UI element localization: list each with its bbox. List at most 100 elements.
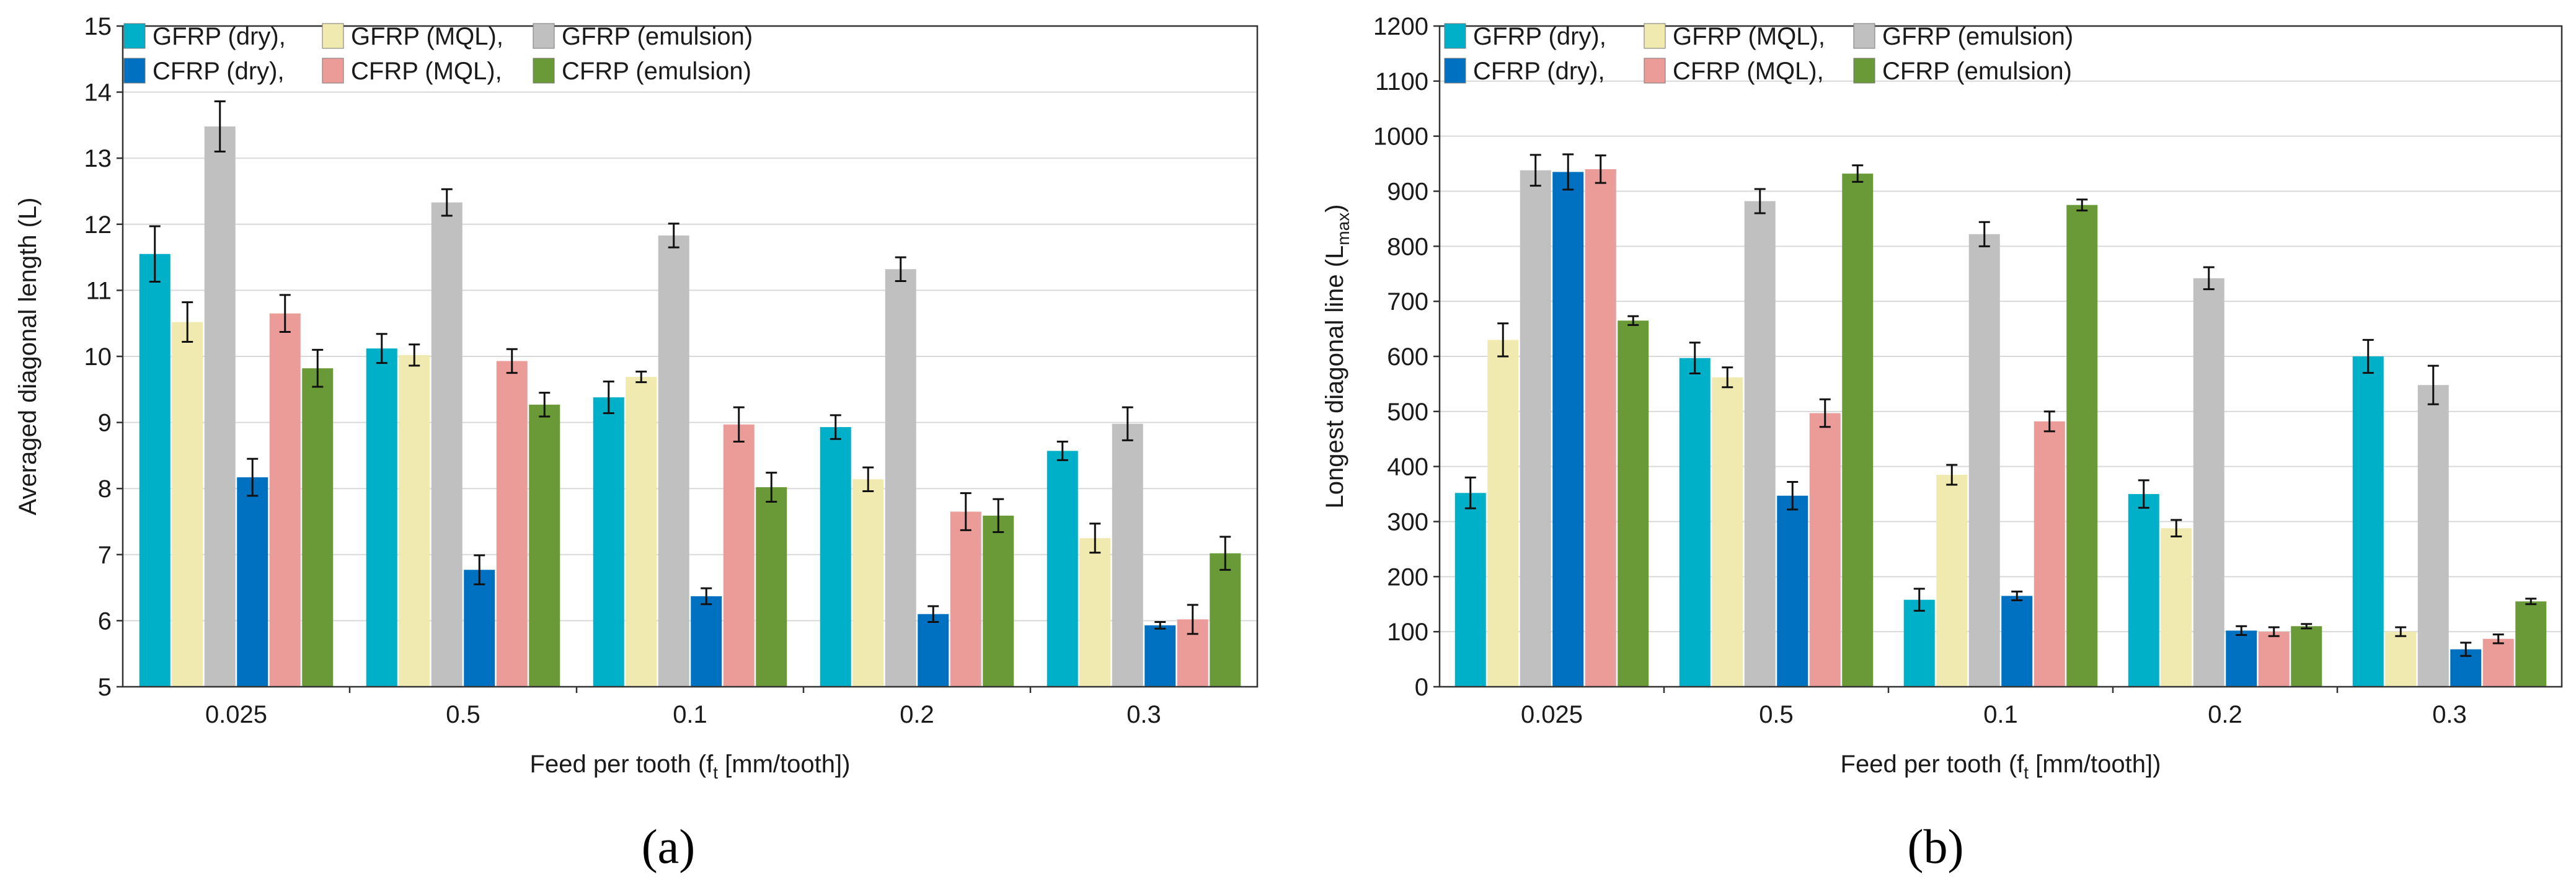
bar (2515, 601, 2546, 687)
bar (139, 254, 170, 687)
legend-label: CFRP (dry), (1473, 58, 1605, 85)
bar (172, 322, 203, 687)
y-tick-label: 7 (98, 542, 112, 569)
legend-swatch (533, 58, 554, 83)
bar (1936, 475, 1967, 687)
y-axis-label-sub: max (1334, 213, 1353, 245)
bar (1842, 174, 1873, 687)
bar (2066, 205, 2097, 687)
x-tick-label: 0.5 (446, 701, 480, 728)
bar (1520, 170, 1551, 687)
bar (1210, 553, 1241, 687)
legend-swatch (533, 24, 554, 48)
panel-label: (a) (642, 819, 696, 873)
y-tick-label: 800 (1387, 233, 1428, 260)
y-axis-label: Longest diagonal line (Lmax) (1321, 205, 1353, 509)
legend-label: GFRP (MQL), (351, 23, 503, 50)
bar (593, 397, 624, 687)
y-tick-label: 0 (1415, 674, 1428, 701)
bar (1969, 234, 2000, 687)
bar (950, 512, 981, 687)
x-axis-label-main: Feed per tooth (f (530, 751, 714, 778)
bar (885, 269, 916, 687)
bar (529, 405, 560, 687)
bar (2226, 630, 2257, 687)
y-tick-label: 9 (98, 410, 112, 437)
bar (1112, 424, 1143, 687)
bar (2128, 494, 2159, 687)
legend-label: GFRP (dry), (1473, 23, 1606, 50)
bar (2291, 626, 2322, 687)
y-tick-label: 1100 (1375, 68, 1428, 95)
bar (1047, 451, 1078, 687)
bar (626, 377, 657, 687)
bar (1712, 377, 1743, 687)
x-tick-label: 0.025 (205, 701, 267, 728)
bar (820, 427, 851, 687)
x-tick-label: 0.3 (1126, 701, 1161, 728)
legend-label: CFRP (emulsion) (1882, 58, 2072, 85)
y-tick-label: 15 (84, 13, 112, 40)
legend-swatch (322, 58, 343, 83)
figure-canvas: 567891011121314150.025 0.5 0.1 0.2 0.3GFRP (… (0, 0, 2576, 882)
bar (1777, 496, 1808, 687)
y-tick-label: 400 (1387, 454, 1428, 481)
legend-label: GFRP (emulsion) (1882, 23, 2073, 50)
y-tick-label: 300 (1387, 509, 1428, 536)
legend-swatch (1445, 58, 1466, 83)
y-tick-label: 900 (1387, 179, 1428, 206)
legend-swatch (1644, 24, 1665, 48)
y-tick-label: 12 (84, 211, 112, 239)
y-tick-label: 6 (98, 607, 112, 635)
bar (2001, 596, 2032, 687)
bar (237, 477, 268, 687)
bar (852, 479, 883, 687)
legend-swatch (1445, 24, 1466, 48)
bar (399, 355, 430, 687)
bar (2418, 385, 2449, 687)
y-tick-label: 100 (1387, 619, 1428, 646)
bar (1810, 413, 1841, 687)
y-axis-label: Averaged diagonal length (L) (14, 198, 42, 516)
x-axis-label-tail: [mm/tooth]) (2029, 751, 2161, 778)
y-tick-label: 1200 (1373, 13, 1428, 40)
bar (302, 368, 333, 687)
bar (497, 361, 528, 687)
bar (432, 203, 463, 687)
x-axis-label: Feed per tooth (ft [mm/tooth]) (530, 751, 851, 782)
x-tick-label: 0.025 (1521, 701, 1583, 728)
legend-label: GFRP (dry), (153, 23, 286, 50)
legend-swatch (1854, 24, 1875, 48)
bar (2385, 632, 2416, 687)
chart-b: 0100200300400500600700800900100011001200… (1321, 13, 2562, 873)
legend-label: CFRP (MQL), (1673, 58, 1824, 85)
bar (1552, 172, 1583, 687)
bar (366, 348, 397, 687)
bar (2483, 639, 2514, 687)
bar (1585, 169, 1616, 687)
bar (983, 516, 1014, 687)
panel-label: (b) (1908, 819, 1964, 873)
bar (1487, 340, 1518, 687)
y-tick-label: 500 (1387, 399, 1428, 426)
x-tick-label: 0.2 (900, 701, 934, 728)
legend-swatch (124, 24, 145, 48)
bar (1680, 358, 1711, 687)
bar (658, 236, 689, 687)
x-tick-label: 0.5 (1759, 701, 1794, 728)
legend-label: CFRP (dry), (153, 58, 285, 85)
bar (1144, 625, 1175, 687)
legend-swatch (1854, 58, 1875, 83)
x-axis-label-main: Feed per tooth (f (1841, 751, 2025, 778)
bar (724, 425, 755, 687)
bar (756, 487, 787, 687)
bar (918, 614, 949, 687)
y-tick-label: 13 (84, 145, 112, 172)
y-tick-label: 11 (86, 277, 112, 304)
legend-swatch (1644, 58, 1665, 83)
legend-label: CFRP (MQL), (351, 58, 502, 85)
y-tick-label: 600 (1387, 343, 1428, 371)
bar (691, 596, 722, 687)
y-tick-label: 700 (1387, 288, 1428, 315)
bar (205, 126, 236, 687)
